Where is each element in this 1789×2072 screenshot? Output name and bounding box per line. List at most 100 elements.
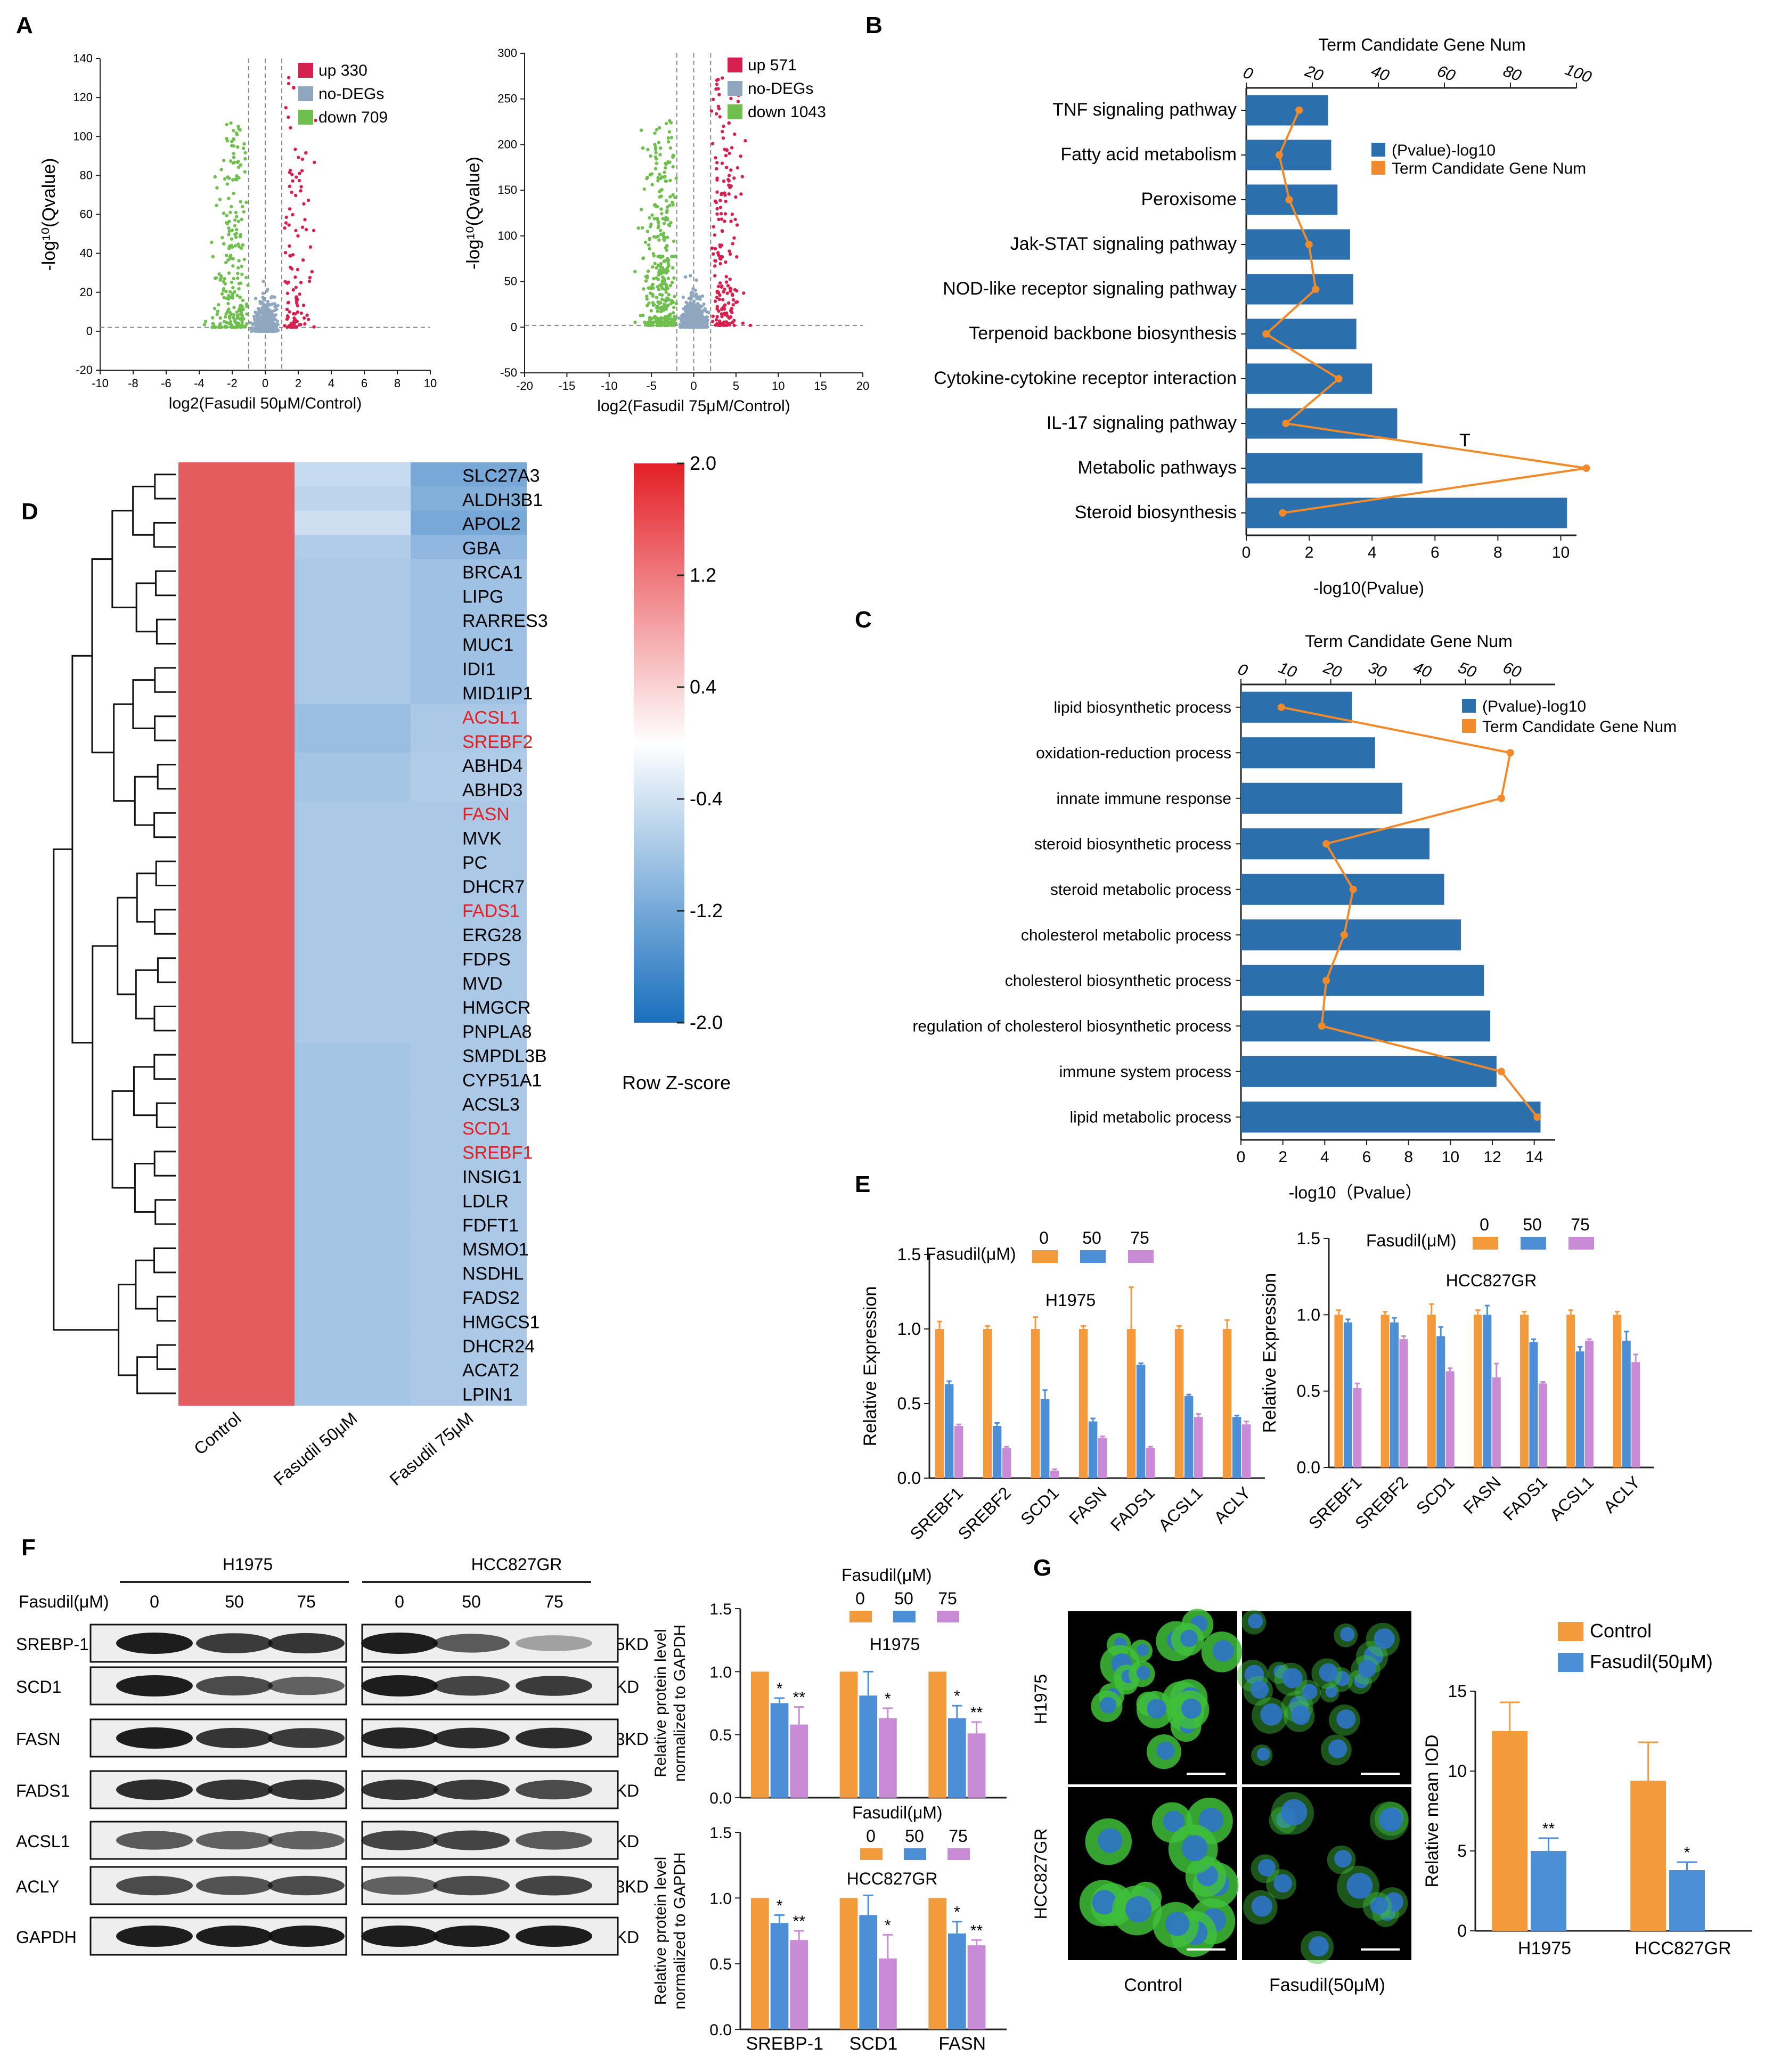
up-point bbox=[290, 173, 294, 176]
up-point bbox=[715, 212, 719, 216]
heat-cell bbox=[178, 1115, 295, 1140]
heat-cell bbox=[295, 1357, 411, 1382]
up-point bbox=[735, 223, 739, 227]
bar bbox=[1520, 1315, 1529, 1467]
down-point bbox=[655, 319, 658, 323]
up-point bbox=[291, 179, 295, 183]
category-label: FASN bbox=[1065, 1483, 1110, 1528]
up-point bbox=[739, 154, 742, 158]
gene-num-point bbox=[1497, 1067, 1505, 1075]
cell-nucleus bbox=[1136, 1666, 1150, 1680]
down-point bbox=[223, 277, 226, 281]
volcano-plot-75: -20 -15 -10 -5 0 5 10 15 20-50050100150200250300… bbox=[463, 46, 869, 415]
enrichment-bar bbox=[1241, 919, 1461, 951]
cell-nucleus bbox=[1251, 1681, 1269, 1699]
down-point bbox=[218, 322, 222, 326]
up-point bbox=[313, 160, 316, 165]
blot-band bbox=[116, 1831, 193, 1850]
up-point bbox=[299, 323, 303, 327]
down-point bbox=[217, 303, 220, 307]
down-point bbox=[213, 175, 217, 179]
blot-band bbox=[268, 1633, 345, 1654]
down-point bbox=[666, 136, 671, 140]
down-point bbox=[225, 182, 229, 186]
y-tick-label: 1.0 bbox=[709, 1663, 732, 1681]
up-point bbox=[721, 136, 725, 140]
cell-nucleus bbox=[1334, 1850, 1352, 1867]
down-point bbox=[235, 293, 239, 298]
heat-cell bbox=[178, 970, 295, 995]
cell-nucleus bbox=[1374, 1628, 1395, 1649]
up-point bbox=[714, 259, 717, 263]
down-point bbox=[239, 317, 243, 321]
y-tick-label: 0.0 bbox=[897, 1469, 921, 1488]
up-point bbox=[718, 256, 722, 260]
down-point bbox=[224, 312, 228, 316]
down-point bbox=[662, 305, 666, 309]
up-point bbox=[728, 287, 732, 290]
heat-cell bbox=[295, 1139, 411, 1164]
down-point bbox=[231, 292, 235, 296]
enrichment-bar bbox=[1246, 408, 1398, 439]
x-tick-label: 10 bbox=[772, 379, 785, 393]
down-point bbox=[665, 243, 669, 248]
up-point bbox=[288, 184, 292, 189]
down-point bbox=[669, 136, 674, 140]
down-point bbox=[666, 218, 669, 222]
down-point bbox=[236, 165, 241, 169]
up-point bbox=[729, 96, 733, 101]
up-point bbox=[288, 168, 292, 173]
down-point bbox=[662, 222, 666, 225]
down-point bbox=[231, 257, 235, 260]
bar bbox=[1631, 1362, 1640, 1467]
western-blot: H1975 HCC827GR Fasudil(μM) 0 0 50 50 75 75 SREBP-… bbox=[16, 1555, 649, 1956]
down-point bbox=[660, 297, 664, 301]
up-point bbox=[722, 320, 726, 324]
heat-cell bbox=[178, 1236, 295, 1261]
up-point bbox=[303, 322, 307, 326]
heat-cell bbox=[411, 1357, 527, 1382]
down-point bbox=[222, 242, 226, 246]
colorbar-tick-label: -0.4 bbox=[690, 788, 723, 810]
top-tick-label: 10 bbox=[1276, 659, 1299, 682]
heat-cell bbox=[178, 946, 295, 970]
gene-label: LPIN1 bbox=[462, 1385, 513, 1405]
nodeg-point bbox=[692, 299, 696, 304]
heat-cell bbox=[411, 680, 527, 705]
down-point bbox=[228, 255, 232, 259]
down-point bbox=[671, 266, 675, 270]
cell-nucleus bbox=[1098, 1828, 1123, 1853]
gene-num-point bbox=[1295, 107, 1303, 114]
up-point bbox=[306, 317, 311, 321]
up-point bbox=[308, 275, 312, 280]
cell-nucleus bbox=[1156, 1741, 1175, 1760]
blot-band bbox=[433, 1634, 510, 1653]
up-point bbox=[289, 321, 293, 325]
up-point bbox=[716, 77, 720, 81]
blot-band bbox=[361, 1675, 438, 1696]
up-point bbox=[307, 279, 312, 283]
down-point bbox=[651, 286, 655, 290]
down-point bbox=[210, 240, 214, 244]
down-point bbox=[224, 315, 227, 319]
nodeg-point bbox=[697, 317, 701, 321]
protein-chart-hcc827gr: 0.00.51.01.5***SREBP-1*SCD1***FASNRelati… bbox=[652, 1803, 1007, 2054]
bar bbox=[1630, 1781, 1667, 1931]
up-point bbox=[714, 112, 718, 116]
up-point bbox=[715, 161, 719, 165]
category-label: lipid biosynthetic process bbox=[1053, 699, 1231, 716]
down-point bbox=[225, 222, 230, 226]
down-point bbox=[664, 166, 667, 170]
cell-nucleus bbox=[1212, 1640, 1235, 1662]
up-point bbox=[308, 245, 313, 249]
blot-band bbox=[268, 1875, 345, 1896]
legend-label: 0 bbox=[866, 1826, 876, 1846]
down-point bbox=[655, 161, 658, 165]
nodeg-point bbox=[262, 317, 266, 321]
down-point bbox=[667, 119, 672, 123]
down-point bbox=[667, 293, 671, 297]
up-point bbox=[285, 325, 289, 329]
up-point bbox=[715, 167, 718, 171]
up-point bbox=[296, 267, 300, 272]
